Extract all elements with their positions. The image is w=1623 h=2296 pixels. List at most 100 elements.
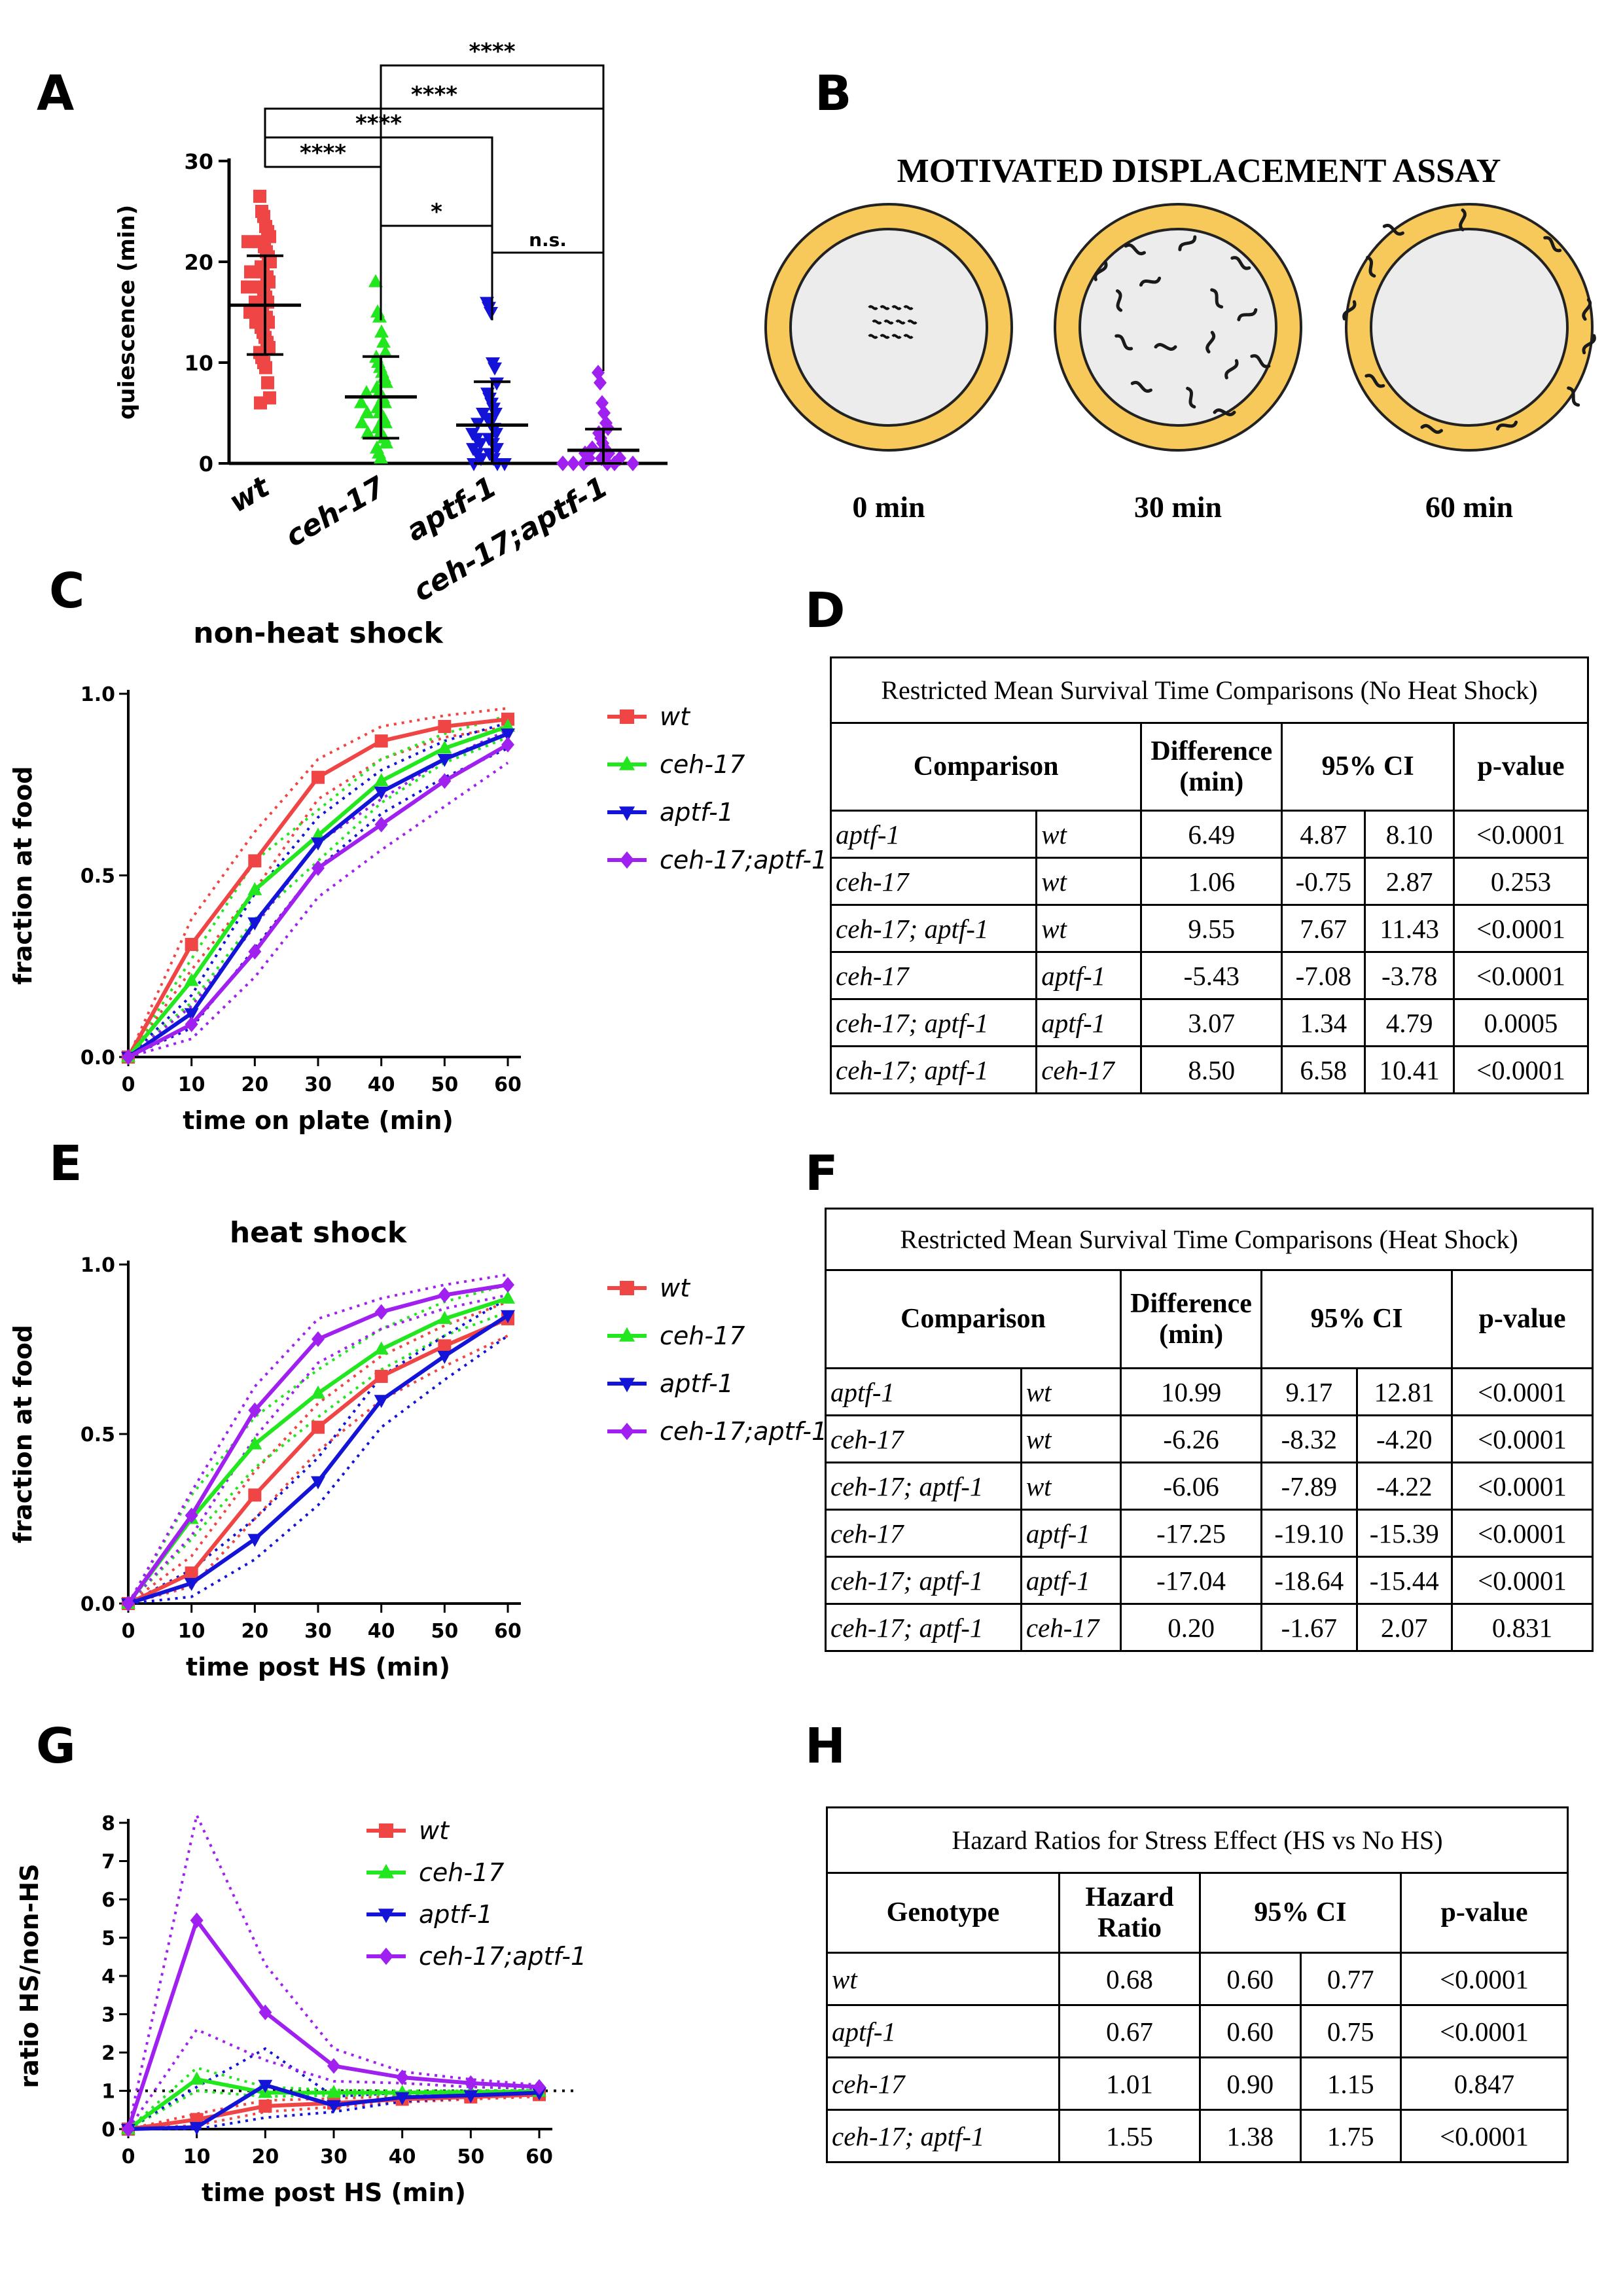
panel-e-point <box>501 1310 515 1323</box>
panel-c-point <box>311 837 325 851</box>
panel-a-point <box>594 374 607 391</box>
table-row: ceh-17 aptf-1 -17.25 -19.10 -15.39 <0.0001 <box>825 1509 1594 1558</box>
panel-e-chart: heat shock 0.0 0.5 1.0 0 10 20 30 40 50 60 time pos… <box>9 1216 827 1681</box>
table-cell: 0.831 <box>1451 1603 1594 1652</box>
panel-a-point <box>354 395 368 408</box>
table-cell: ceh-17; aptf-1 <box>825 1556 1022 1605</box>
panel-c-ytick-label: 0.5 <box>80 865 115 888</box>
petri-dish-agar <box>789 228 988 427</box>
worm-icon <box>1567 386 1580 407</box>
panel-g-ytick-label: 4 <box>101 1965 115 1988</box>
panel-g-legend-label: ceh-17;aptf-1 <box>419 1942 586 1971</box>
table-cell: 6.58 <box>1281 1045 1366 1094</box>
table-d: Restricted Mean Survival Time Comparison… <box>829 656 1589 1094</box>
table-cell: 1.55 <box>1058 2109 1201 2163</box>
panel-e-title: heat shock <box>230 1216 408 1249</box>
worm-icon <box>1543 236 1562 253</box>
table-cell: -17.04 <box>1120 1556 1263 1605</box>
panel-b-time-label: 0 min <box>852 490 925 524</box>
panel-c-point <box>374 786 389 800</box>
panel-a-point <box>360 405 374 418</box>
table-row: ceh-17; aptf-1 ceh-17 8.50 6.58 10.41 <0.0001 <box>829 1045 1589 1094</box>
panel-c-point <box>501 728 515 742</box>
table-cell: <0.0001 <box>1453 810 1589 859</box>
table-cell: ceh-17; aptf-1 <box>829 1045 1038 1094</box>
panel-a-sig-label: * <box>431 199 442 225</box>
panel-c-legend-marker <box>620 709 634 724</box>
panel-c-chart: non-heat shock 0.0 0.5 1.0 0 10 20 30 40 50 60 time… <box>9 617 827 1135</box>
panel-g-point <box>259 2099 272 2113</box>
panel-a-point <box>241 235 255 249</box>
panel-a-ytick-label: 30 <box>184 149 213 174</box>
table-cell: 3.07 <box>1140 998 1283 1047</box>
worm-icon <box>1495 420 1518 431</box>
worm-icon <box>903 334 914 339</box>
worm-icon <box>1364 374 1385 388</box>
panel-a-point <box>567 456 580 471</box>
panel-c-xtick-label: 0 <box>122 1073 135 1096</box>
table-cell: 8.50 <box>1140 1045 1283 1094</box>
worm-icon <box>1139 276 1162 287</box>
panel-e-point <box>311 1476 325 1490</box>
worm-icon <box>1250 354 1271 368</box>
worm-icon <box>1130 380 1152 393</box>
table-row: ceh-17; aptf-1 aptf-1 3.07 1.34 4.79 0.0005 <box>829 998 1589 1047</box>
panel-c-legend-marker <box>618 806 635 821</box>
panel-a-point <box>473 438 488 452</box>
table-cell: wt <box>1020 1462 1122 1511</box>
panel-c-ylabel: fraction at food <box>9 766 37 984</box>
panel-letter-f: F <box>805 1145 838 1202</box>
table-d-header-ci: 95% CI <box>1281 722 1455 812</box>
panel-g-xlabel: time post HS (min) <box>202 2178 466 2207</box>
table-h-title: Hazard Ratios for Stress Effect (HS vs N… <box>826 1806 1569 1874</box>
panel-c-ytick-label: 0.0 <box>80 1047 115 1069</box>
panel-g-ytick-label: 1 <box>101 2081 115 2104</box>
petri-dish-agar <box>1079 228 1277 427</box>
table-cell: aptf-1 <box>1035 998 1143 1047</box>
table-row: ceh-17; aptf-1 ceh-17 0.20 -1.67 2.07 0.831 <box>825 1603 1594 1652</box>
panel-e-xtick-label: 50 <box>431 1620 458 1643</box>
panel-g-point <box>395 2070 409 2086</box>
panel-c-point <box>247 917 262 931</box>
panel-a-point <box>626 456 639 471</box>
panel-e-point <box>374 1341 389 1355</box>
panel-a-sig-bracket <box>491 251 605 371</box>
table-h-header-pvalue: p-value <box>1400 1872 1569 1954</box>
table-cell: 12.81 <box>1355 1367 1454 1416</box>
panel-c-point <box>438 719 452 733</box>
table-cell: <0.0001 <box>1451 1414 1594 1463</box>
panel-a-point <box>484 307 498 320</box>
table-cell: wt <box>1020 1367 1122 1416</box>
table-cell: 0.60 <box>1199 1952 1302 2006</box>
panel-c-xtick-label: 10 <box>178 1073 205 1096</box>
panel-a-series-ceh-17 <box>354 274 393 464</box>
panel-c-point <box>247 882 262 895</box>
table-cell: 0.253 <box>1453 857 1589 906</box>
panel-g-xtick-label: 50 <box>457 2145 484 2168</box>
panel-c-series-line <box>127 743 509 1059</box>
panel-g-point <box>395 2092 410 2106</box>
worm-icon <box>1094 260 1108 281</box>
table-row: ceh-17 aptf-1 -5.43 -7.08 -3.78 <0.0001 <box>829 951 1589 1000</box>
table-f-header-comparison: Comparison <box>824 1269 1122 1369</box>
table-row: wt 0.68 0.60 0.77 <0.0001 <box>826 1952 1569 2006</box>
panel-e-legend-label: ceh-17 <box>660 1321 745 1350</box>
panel-a-point <box>378 344 393 358</box>
panel-c-xtick-label: 60 <box>494 1073 522 1096</box>
table-cell: <0.0001 <box>1453 951 1589 1000</box>
panel-e-xtick-label: 60 <box>494 1620 522 1643</box>
worm-icon <box>907 319 918 325</box>
panel-g-point <box>533 2079 546 2095</box>
panel-e-point <box>311 1385 325 1399</box>
table-cell: 1.38 <box>1199 2109 1302 2163</box>
table-cell: 0.75 <box>1299 2004 1402 2058</box>
panel-a-ytick-label: 0 <box>199 452 213 476</box>
panel-e-xtick-label: 30 <box>304 1620 332 1643</box>
panel-e-point <box>312 1420 325 1434</box>
panel-g-xtick-label: 40 <box>389 2145 416 2168</box>
worm-icon <box>1366 255 1376 278</box>
panel-letter-a: A <box>37 65 75 122</box>
panel-c-point <box>248 944 262 960</box>
panel-e-point <box>374 1369 388 1383</box>
panel-g-point <box>258 2079 273 2093</box>
